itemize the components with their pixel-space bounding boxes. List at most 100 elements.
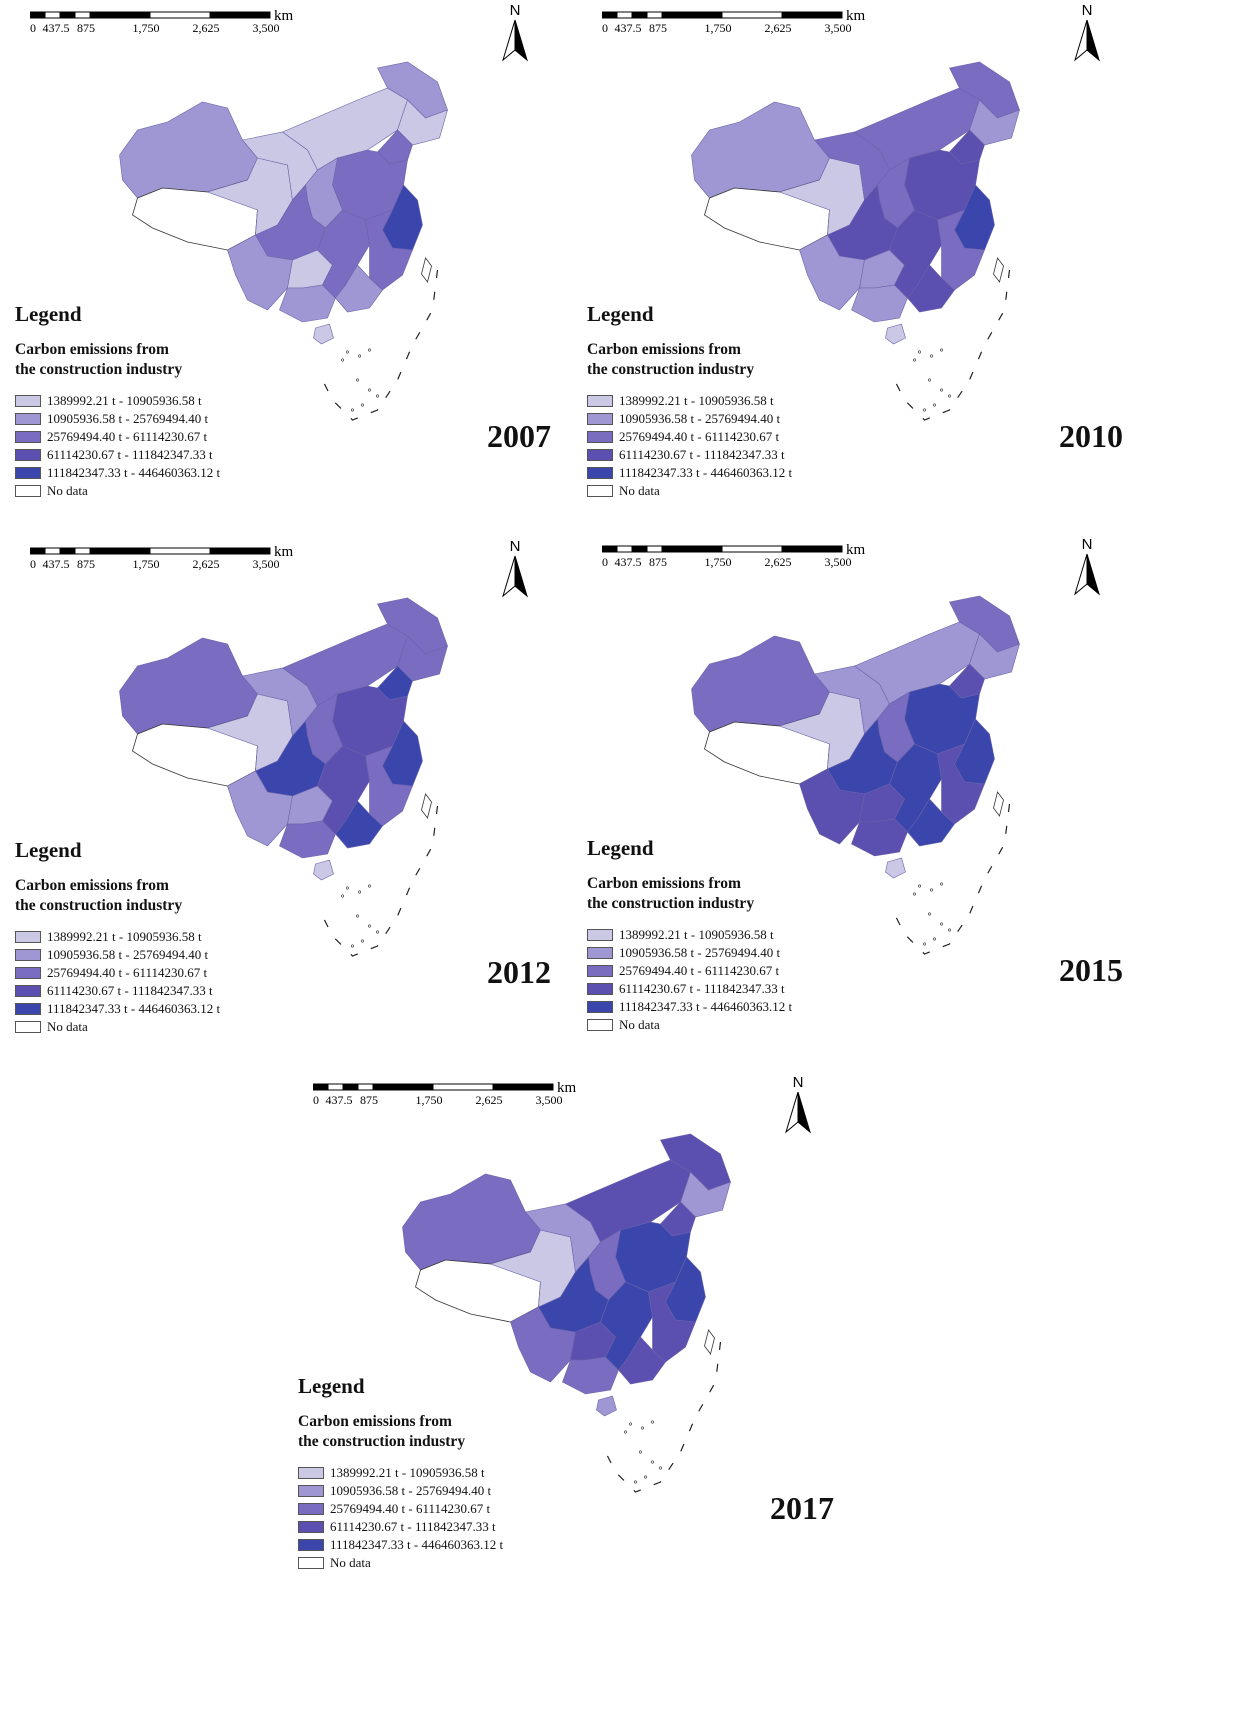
legend-subtitle-line2: the construction industry (298, 1433, 466, 1450)
sea-boundary-line (321, 269, 439, 421)
region-guangdong (907, 798, 955, 847)
legend-item: 10905936.58 t - 25769494.40 t (15, 410, 295, 428)
legend-swatch (15, 931, 41, 943)
island-marker (361, 403, 365, 407)
scale-tick-label: 2,625 (476, 1093, 503, 1107)
legend-swatch (15, 949, 41, 961)
scale-tick-label: 3,500 (536, 1093, 563, 1107)
region-fujian (937, 209, 985, 291)
region-fujian (937, 743, 985, 825)
legend-subtitle-line1: Carbon emissions from (15, 877, 169, 894)
legend-subtitle-line2: the construction industry (15, 897, 183, 914)
legend-items: 1389992.21 t - 10905936.58 t 10905936.58 … (587, 392, 867, 500)
scale-tick-label: 437.5 (43, 557, 70, 571)
island-marker (913, 358, 917, 362)
legend-title: Legend (15, 302, 82, 326)
north-arrow-icon: N (502, 538, 528, 598)
legend-swatch (298, 1539, 324, 1551)
sea-boundary-line (893, 803, 1011, 955)
legend-swatch (587, 467, 613, 479)
scale-unit-label: km (274, 10, 294, 24)
legend-item: No data (15, 1018, 295, 1036)
island-marker (358, 890, 362, 894)
legend-swatch (587, 947, 613, 959)
region-hainan (313, 859, 334, 881)
island-marker (650, 1420, 654, 1424)
legend-subtitle: Carbon emissions from the construction in… (298, 1412, 558, 1452)
legend-label: 1389992.21 t - 10905936.58 t (330, 1465, 485, 1480)
legend-swatch (587, 485, 613, 497)
scale-tick-label: 437.5 (615, 555, 642, 569)
scale-tick-label: 437.5 (615, 21, 642, 35)
island-marker (928, 912, 932, 916)
legend-subtitle-line1: Carbon emissions from (298, 1413, 452, 1430)
legend-swatch (587, 431, 613, 443)
scale-tick-label: 875 (77, 21, 95, 35)
legend-swatch (15, 967, 41, 979)
north-label: N (1082, 536, 1093, 553)
region-taiwan (993, 791, 1004, 817)
north-label: N (510, 538, 521, 555)
legend-swatch (15, 1021, 41, 1033)
region-hainan (885, 857, 906, 879)
legend-label: 25769494.40 t - 61114230.67 t (47, 429, 208, 444)
legend-item: 111842347.33 t - 446460363.12 t (15, 464, 295, 482)
map-panel-2017: 0 437.5 875 1,750 2,625 3,500 km N Legend Carbon … (283, 1072, 883, 1632)
island-marker (341, 358, 345, 362)
sea-boundary-line (321, 805, 439, 957)
legend-swatch (587, 929, 613, 941)
island-marker (644, 1475, 648, 1479)
island-marker (939, 882, 943, 886)
legend-swatch (15, 467, 41, 479)
legend-item: 111842347.33 t - 446460363.12 t (587, 464, 867, 482)
island-marker (923, 942, 927, 946)
scale-tick-label: 0 (602, 555, 608, 569)
scale-tick-label: 3,500 (253, 21, 280, 35)
legend-swatch (15, 431, 41, 443)
island-marker (375, 930, 379, 934)
region-taiwan (421, 793, 432, 819)
legend-item: 25769494.40 t - 61114230.67 t (15, 428, 295, 446)
legend-label: 25769494.40 t - 61114230.67 t (330, 1501, 491, 1516)
island-marker (367, 924, 371, 928)
legend-label: 10905936.58 t - 25769494.40 t (47, 411, 209, 426)
legend-label: 61114230.67 t - 111842347.33 t (619, 447, 785, 462)
north-label: N (793, 1074, 804, 1091)
scale-unit-label: km (274, 546, 294, 560)
legend-label: 111842347.33 t - 446460363.12 t (47, 465, 221, 480)
scale-tick-label: 0 (313, 1093, 319, 1107)
legend-label: 61114230.67 t - 111842347.33 t (619, 981, 785, 996)
island-marker (913, 892, 917, 896)
scale-tick-label: 875 (649, 21, 667, 35)
legend-swatch (587, 449, 613, 461)
island-marker (356, 378, 360, 382)
island-marker (918, 350, 922, 354)
island-marker (939, 348, 943, 352)
map-panel-2012: 0 437.5 875 1,750 2,625 3,500 km N Legend Carbon … (0, 536, 600, 1096)
legend-item: 61114230.67 t - 111842347.33 t (587, 446, 867, 464)
scale-tick-label: 0 (30, 21, 36, 35)
scale-unit-label: km (846, 544, 866, 558)
island-marker (947, 394, 951, 398)
legend-swatch (15, 485, 41, 497)
legend-item: 10905936.58 t - 25769494.40 t (298, 1482, 578, 1500)
legend-swatch (298, 1521, 324, 1533)
island-marker (341, 894, 345, 898)
island-marker (639, 1450, 643, 1454)
legend-subtitle: Carbon emissions from the construction in… (15, 340, 275, 380)
legend-label: 10905936.58 t - 25769494.40 t (330, 1483, 492, 1498)
region-taiwan (993, 257, 1004, 283)
legend-label: 61114230.67 t - 111842347.33 t (47, 447, 213, 462)
region-fujian (648, 1281, 696, 1363)
scale-tick-label: 2,625 (193, 557, 220, 571)
legend-swatch (15, 985, 41, 997)
map-panel-2010: 0 437.5 875 1,750 2,625 3,500 km N Legend Carbon … (572, 0, 1172, 560)
north-label: N (1082, 2, 1093, 19)
year-label: 2017 (770, 1490, 834, 1526)
north-label: N (510, 2, 521, 19)
island-marker (351, 944, 355, 948)
scale-tick-label: 875 (649, 555, 667, 569)
legend-subtitle-line2: the construction industry (15, 361, 183, 378)
